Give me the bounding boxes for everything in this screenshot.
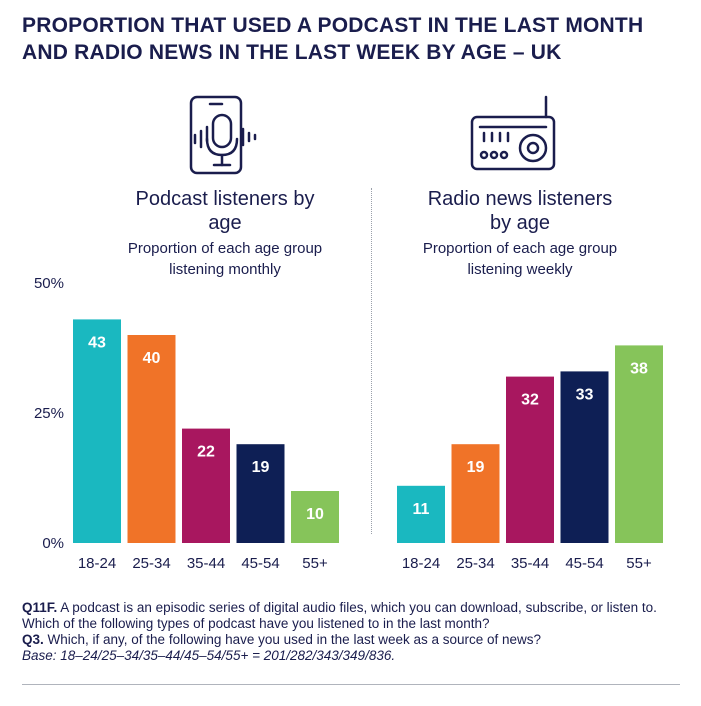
- data-label: 22: [197, 444, 215, 461]
- base-note: Base: 18–24/25–34/35–44/45–54/55+ = 201/…: [22, 648, 396, 663]
- data-label: 32: [521, 392, 539, 409]
- x-tick-label: 35-44: [187, 555, 225, 572]
- x-tick-label: 35-44: [511, 555, 549, 572]
- bar-charts: 43 18-24 40 25-34 22 35-44 19 45-54 10 55+ 11 18-24…: [73, 319, 663, 572]
- bar-radio-55+: [615, 345, 663, 543]
- q3-text: Which, if any, of the following have you…: [43, 632, 542, 647]
- y-tick-label: 0%: [42, 535, 64, 552]
- bar-podcast-18-24: [73, 319, 121, 543]
- bar-radio-35-44: [506, 376, 554, 543]
- radio-panel-subtitle: Proportion of each age group listening w…: [422, 240, 618, 278]
- data-label: 40: [143, 350, 161, 367]
- data-label: 19: [252, 459, 270, 476]
- bar-radio-45-54: [560, 371, 609, 543]
- bar-podcast-35-44: [182, 428, 230, 543]
- x-tick-label: 25-34: [456, 555, 494, 572]
- podcast-panel-subtitle: Proportion of each age group listening m…: [127, 240, 323, 278]
- q3-label: Q3.: [22, 632, 44, 647]
- radio-icon: [468, 95, 558, 180]
- x-tick-label: 18-24: [402, 555, 440, 572]
- bar-podcast-45-54: [236, 444, 285, 543]
- y-tick-label: 50%: [33, 275, 64, 292]
- bar-radio-25-34: [451, 444, 500, 543]
- radio-panel-title: Radio news listeners by age: [427, 188, 613, 234]
- x-tick-label: 55+: [626, 555, 652, 572]
- data-label: 33: [576, 386, 594, 403]
- bottom-rule: [22, 684, 680, 685]
- footnote: Q11F. A podcast is an episodic series of…: [22, 600, 687, 664]
- panel-divider: [371, 188, 372, 534]
- x-tick-label: 18-24: [78, 555, 116, 572]
- data-label: 11: [413, 501, 430, 518]
- x-tick-label: 45-54: [241, 555, 279, 572]
- q11f-text: A podcast is an episodic series of digit…: [22, 600, 657, 631]
- q11f-label: Q11F.: [22, 600, 58, 615]
- smartphone-microphone-icon: [182, 95, 262, 182]
- x-tick-label: 45-54: [565, 555, 603, 572]
- y-tick-label: 25%: [33, 405, 64, 422]
- data-label: 10: [306, 506, 324, 523]
- bar-radio-18-24: [397, 485, 445, 543]
- data-label: 19: [467, 459, 485, 476]
- podcast-panel-title: Podcast listeners by age: [135, 188, 315, 234]
- bar-podcast-55+: [291, 491, 339, 543]
- page-title: PROPORTION THAT USED A PODCAST IN THE LA…: [22, 14, 644, 64]
- x-tick-label: 25-34: [132, 555, 170, 572]
- data-label: 43: [88, 334, 106, 351]
- bar-podcast-25-34: [127, 335, 176, 543]
- x-tick-label: 55+: [302, 555, 328, 572]
- data-label: 38: [630, 360, 648, 377]
